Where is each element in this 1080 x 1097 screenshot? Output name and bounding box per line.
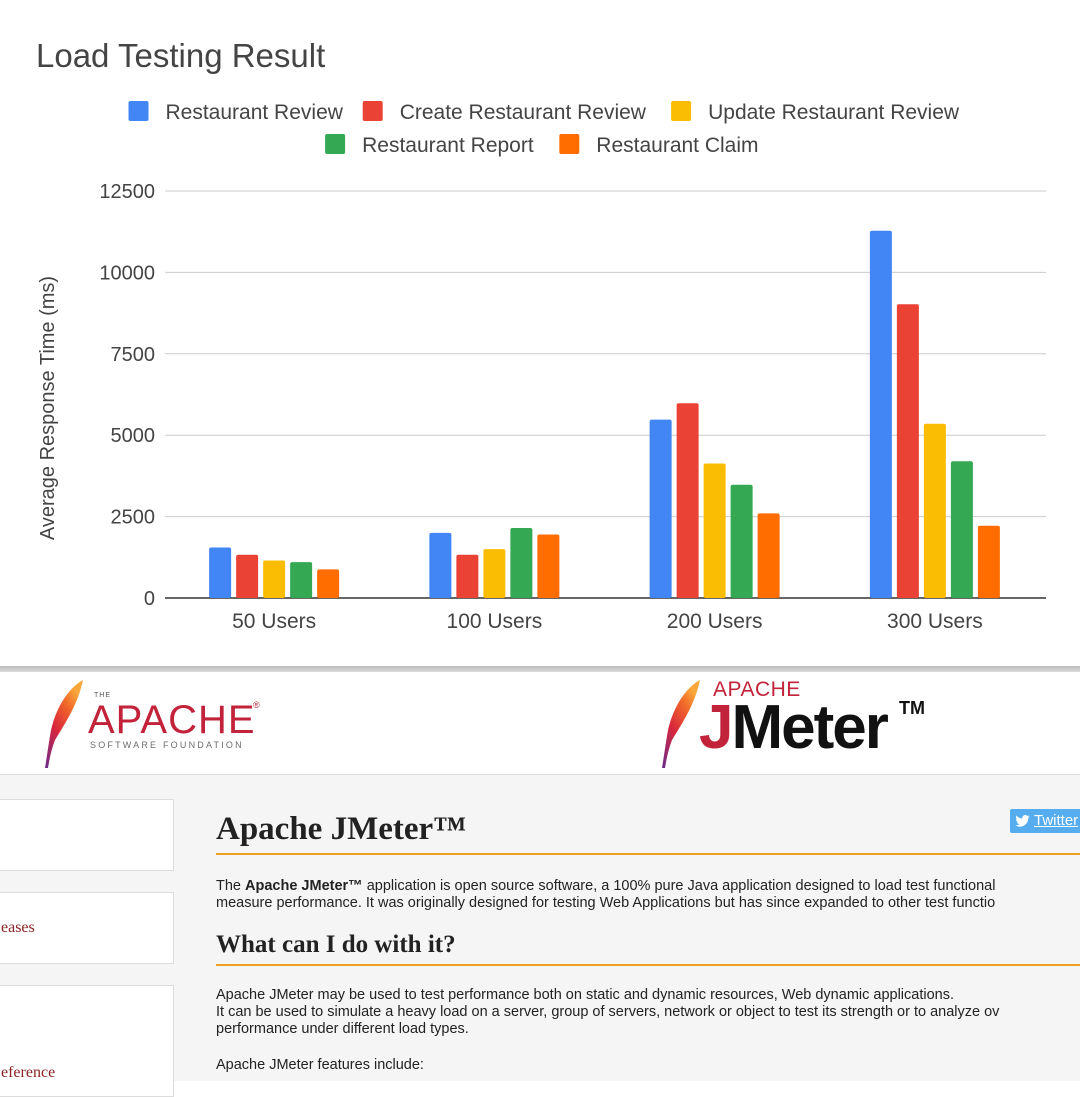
bar bbox=[317, 569, 340, 598]
x-tick-label: 200 Users bbox=[667, 610, 763, 633]
intro-bold: Apache JMeter™ bbox=[245, 878, 363, 894]
bar bbox=[730, 484, 753, 598]
legend-label: Restaurant Review bbox=[166, 101, 344, 124]
legend-label: Update Restaurant Review bbox=[708, 101, 960, 124]
asf-the: THE bbox=[94, 692, 111, 699]
legend-swatch bbox=[671, 101, 692, 121]
feather-icon bbox=[662, 680, 700, 768]
jmeter-wordmark: JMeter bbox=[699, 692, 889, 763]
twitter-button[interactable]: Twitter bbox=[1010, 809, 1080, 833]
asf-wordmark: APACHE bbox=[88, 698, 256, 742]
usage-line2: It can be used to simulate a heavy load … bbox=[216, 1004, 1000, 1020]
sidebar-box-releases: eases bbox=[0, 892, 174, 964]
page-title: Apache JMeter™ bbox=[216, 811, 467, 847]
chart-title: Load Testing Result bbox=[36, 37, 325, 74]
bar bbox=[923, 423, 946, 598]
y-tick-label: 0 bbox=[144, 588, 155, 610]
x-tick-label: 300 Users bbox=[887, 610, 983, 633]
bar bbox=[757, 513, 780, 598]
bar bbox=[703, 463, 726, 598]
x-axis-ticks: 50 Users 100 Users 200 Users 300 Users bbox=[232, 610, 983, 633]
bar bbox=[209, 547, 232, 598]
sidebar-box-top bbox=[0, 799, 174, 871]
bar bbox=[977, 525, 1000, 598]
y-tick-label: 5000 bbox=[111, 425, 156, 447]
bar bbox=[456, 554, 479, 598]
legend-swatch bbox=[128, 101, 149, 121]
sidebar-link-reference[interactable]: eference bbox=[1, 1064, 56, 1081]
legend-label: Restaurant Report bbox=[362, 134, 534, 157]
bar bbox=[290, 562, 313, 598]
apache-jmeter-logo[interactable]: APACHE JMeter TM bbox=[655, 676, 945, 770]
trademark: TM bbox=[899, 698, 925, 718]
bar bbox=[869, 230, 892, 598]
y-tick-label: 2500 bbox=[111, 507, 156, 529]
intro-prefix: The bbox=[216, 878, 246, 894]
intro-line2: measure performance. It was originally d… bbox=[216, 895, 996, 911]
legend-label: Create Restaurant Review bbox=[400, 101, 647, 124]
legend-swatch bbox=[325, 134, 346, 154]
usage-line1: Apache JMeter may be used to test perfor… bbox=[216, 987, 954, 1003]
bar bbox=[676, 403, 699, 598]
y-tick-label: 10000 bbox=[99, 262, 155, 284]
feather-icon bbox=[45, 680, 83, 768]
usage-paragraph: Apache JMeter may be used to test perfor… bbox=[216, 987, 999, 1038]
chart-legend: Restaurant Review Create Restaurant Revie… bbox=[128, 101, 960, 157]
twitter-label: Twitter bbox=[1034, 812, 1079, 829]
bar bbox=[429, 532, 452, 598]
chart-card: Load Testing Result Restaurant Review Cre… bbox=[36, 37, 1046, 633]
bar bbox=[510, 527, 533, 598]
twitter-bird-icon bbox=[1015, 815, 1030, 827]
y-tick-label: 12500 bbox=[99, 181, 155, 203]
legend-label: Restaurant Claim bbox=[596, 134, 758, 157]
section-heading: What can I do with it? bbox=[216, 931, 456, 958]
bar-chart: Load Testing Result Restaurant Review Cre… bbox=[36, 37, 1046, 633]
usage-line3: performance under different load types. bbox=[216, 1021, 469, 1037]
y-axis-label: Average Response Time (ms) bbox=[37, 276, 59, 540]
legend-swatch bbox=[362, 101, 383, 121]
asf-subtitle: SOFTWARE FOUNDATION bbox=[90, 740, 244, 750]
bar bbox=[950, 461, 973, 598]
bar bbox=[236, 554, 259, 598]
jmeter-apache-word: APACHE bbox=[713, 678, 801, 701]
sidebar-box-reference: eference bbox=[0, 985, 174, 1097]
features-intro: Apache JMeter features include: bbox=[216, 1057, 424, 1073]
bar bbox=[483, 549, 506, 598]
y-axis-ticks: 0 2500 5000 7500 10000 12500 bbox=[99, 181, 155, 610]
jmeter-j: J bbox=[699, 693, 734, 762]
jmeter-meter: Meter bbox=[731, 693, 888, 762]
jmeter-website: eases eference Apache JMeter™ The Apache… bbox=[0, 774, 1080, 1097]
heading-underline bbox=[216, 964, 1080, 966]
bar bbox=[649, 419, 672, 598]
x-tick-label: 100 Users bbox=[447, 610, 543, 633]
chart-bars bbox=[209, 230, 1000, 598]
legend-swatch bbox=[559, 134, 580, 154]
registered-mark: ® bbox=[253, 700, 260, 710]
x-tick-label: 50 Users bbox=[232, 610, 316, 633]
title-underline bbox=[216, 853, 1080, 855]
intro-line1: application is open source software, a 1… bbox=[362, 878, 996, 894]
sidebar-link-releases[interactable]: eases bbox=[1, 919, 35, 936]
bar bbox=[263, 560, 286, 598]
intro-paragraph: The Apache JMeter™ application is open s… bbox=[216, 878, 995, 912]
y-tick-label: 7500 bbox=[111, 344, 156, 366]
bar bbox=[896, 304, 919, 598]
bar bbox=[537, 534, 560, 598]
apache-software-foundation-logo[interactable]: THE APACHE ® SOFTWARE FOUNDATION bbox=[40, 678, 270, 768]
header-banner bbox=[0, 672, 1080, 774]
